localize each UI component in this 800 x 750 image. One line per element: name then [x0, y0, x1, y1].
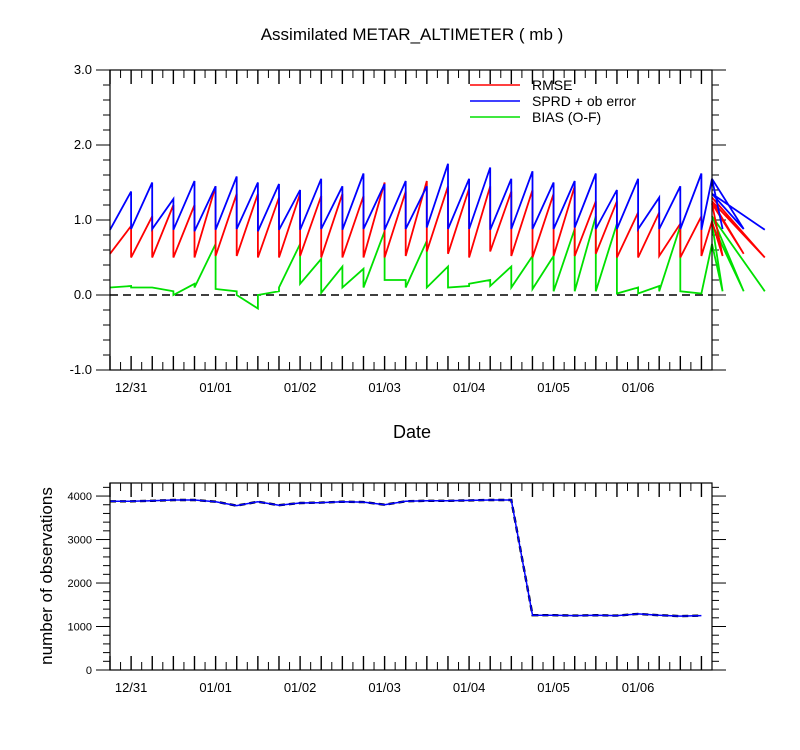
legend-label-rmse: RMSE [532, 77, 572, 93]
top-series [109, 163, 766, 311]
y-tick-label: 2000 [68, 578, 92, 590]
x-tick-label: 01/03 [368, 380, 401, 395]
legend: RMSE SPRD + ob error BIAS (O-F) [470, 77, 636, 125]
x-tick-label: 01/06 [622, 680, 655, 695]
x-tick-label: 01/02 [284, 680, 317, 695]
legend-label-sprd: SPRD + ob error [532, 93, 636, 109]
y-axis-title-observations: number of observations [37, 487, 56, 665]
x-tick-label: 01/03 [368, 680, 401, 695]
x-tick-label: 01/01 [199, 680, 232, 695]
top-plot-frame [109, 69, 713, 371]
bottom-axes: 12/31 01/01 01/02 01/03 01/04 01/05 01/06 0 1000… [68, 483, 726, 695]
x-tick-label: 01/02 [284, 380, 317, 395]
y-tick-label: 0 [86, 665, 92, 677]
legend-label-bias: BIAS (O-F) [532, 109, 601, 125]
x-tick-label: 01/04 [453, 380, 486, 395]
y-tick-label: 1000 [68, 622, 92, 634]
y-tick-label: 3000 [68, 535, 92, 547]
y-tick-label: 1.0 [74, 212, 92, 227]
x-tick-label: 01/05 [537, 380, 570, 395]
chart-title: Assimilated METAR_ALTIMETER ( mb ) [261, 25, 564, 44]
series-line-bias-o-f [109, 215, 766, 311]
y-tick-label: 0.0 [74, 287, 92, 302]
x-tick-label: 01/06 [622, 380, 655, 395]
obs-line-used [110, 499, 702, 617]
top-axes: 12/31 01/01 01/02 01/03 01/04 01/05 01/06 -1.0 0… [70, 62, 726, 395]
y-tick-label: 3.0 [74, 62, 92, 77]
x-tick-label: 01/04 [453, 680, 486, 695]
series-line-rmse [109, 180, 766, 260]
obs-line-possible [110, 498, 702, 618]
rmse-bias-panel: Assimilated METAR_ALTIMETER ( mb ) 12/31… [70, 25, 766, 442]
y-tick-label: -1.0 [70, 362, 92, 377]
bottom-plot-frame [109, 482, 713, 671]
x-tick-label: 01/01 [199, 380, 232, 395]
x-tick-label: 01/05 [537, 680, 570, 695]
y-tick-label: 4000 [68, 491, 92, 503]
x-tick-label: 12/31 [115, 680, 148, 695]
series-line-sprd-ob-error [109, 163, 766, 232]
y-tick-label: 2.0 [74, 137, 92, 152]
observation-count-panel: 12/31 01/01 01/02 01/03 01/04 01/05 01/06 0 1000… [37, 482, 726, 695]
bottom-series [110, 498, 702, 618]
x-tick-label: 12/31 [115, 380, 148, 395]
x-axis-title: Date [393, 422, 431, 442]
